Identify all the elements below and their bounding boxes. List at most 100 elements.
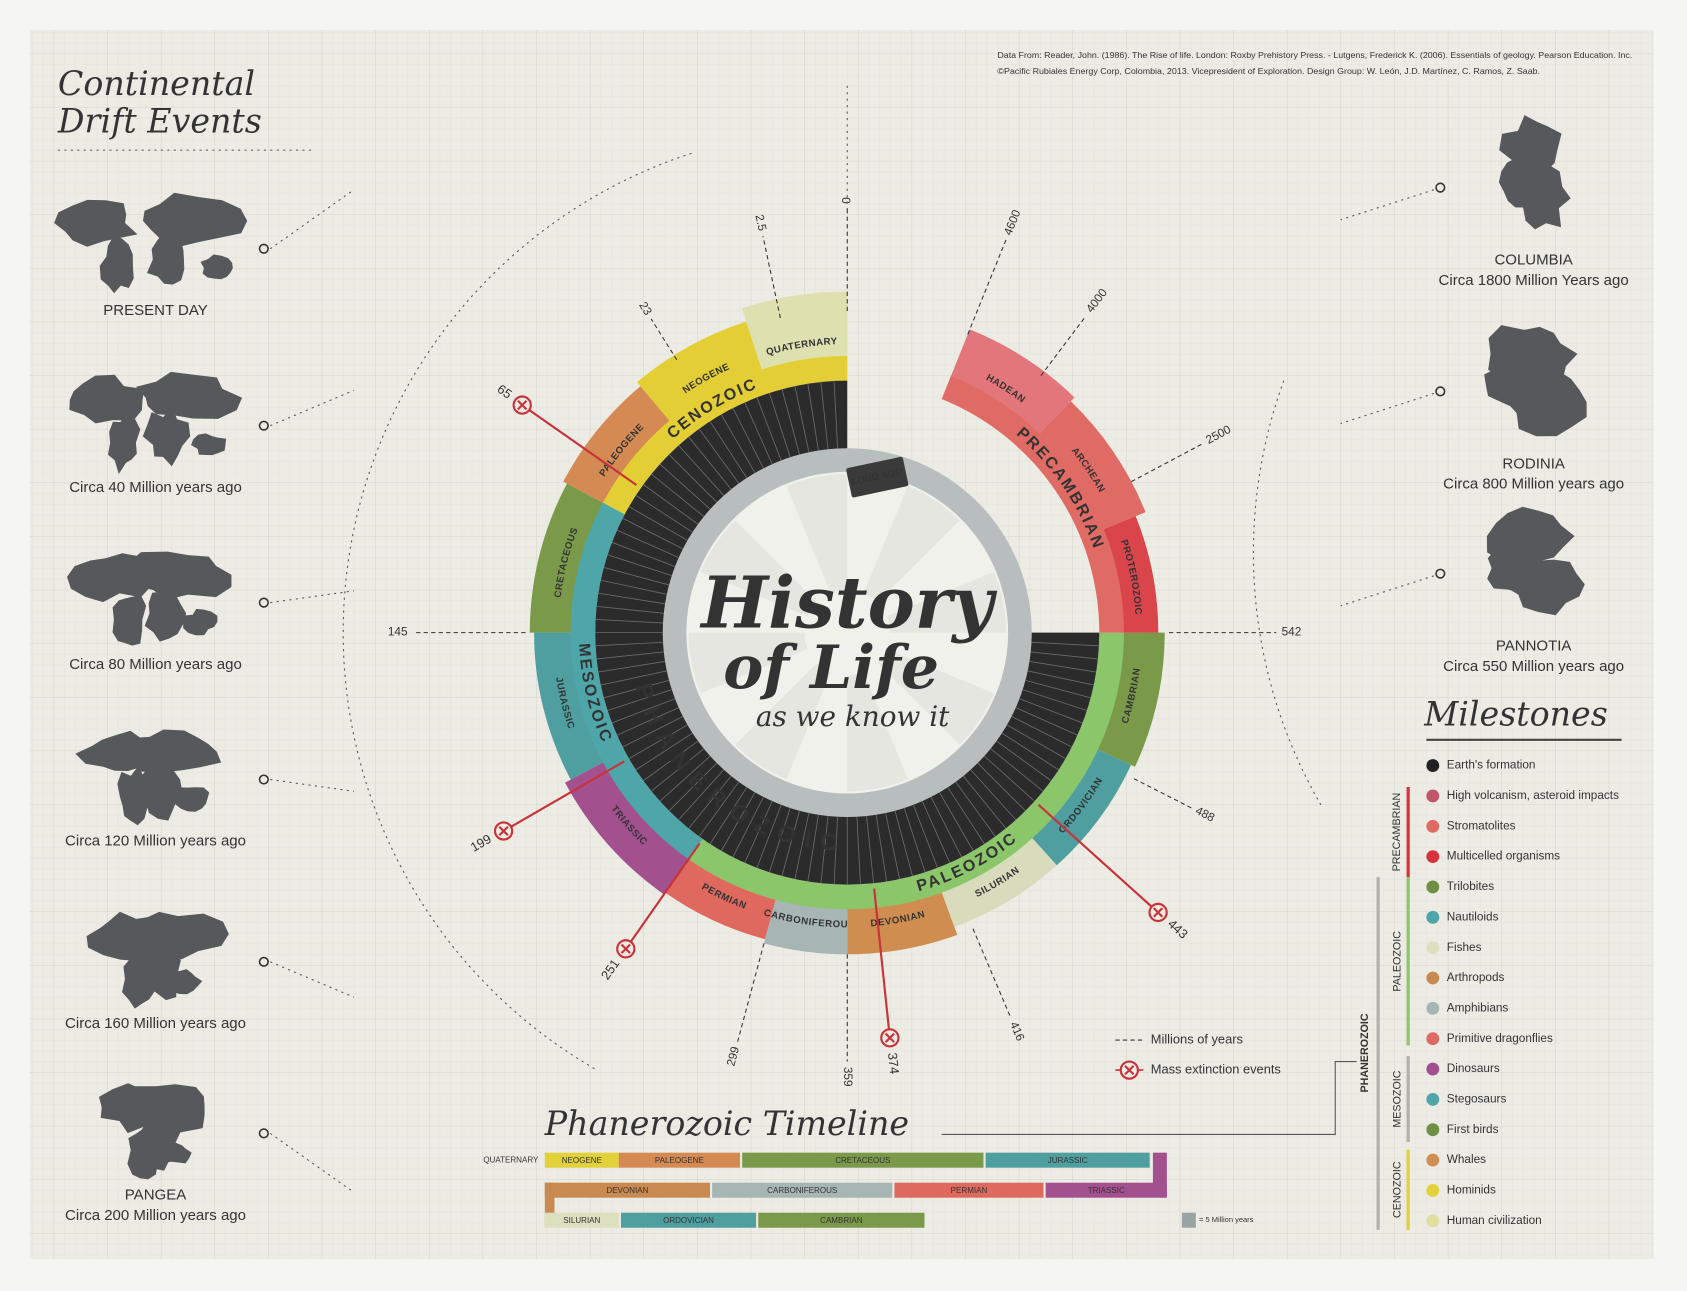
group-label: PHANEROZOIC — [1359, 1013, 1371, 1092]
timeline-label: ORDOVICIAN — [663, 1216, 714, 1225]
bar-divider — [963, 775, 1007, 829]
timeline-segment — [1045, 1182, 1167, 1198]
map-pin — [1435, 182, 1446, 193]
timeline-label: PERMIAN — [951, 1186, 988, 1195]
milestone-dot — [1426, 1032, 1440, 1046]
connector — [941, 1061, 1357, 1135]
continent-shape — [99, 235, 134, 294]
continent-shape — [109, 911, 229, 962]
continent-shape — [107, 412, 141, 475]
bar-divider — [875, 814, 888, 882]
bar-divider — [622, 715, 684, 748]
bar-divider — [607, 554, 672, 577]
timeline-label: TRIASSIC — [1088, 1186, 1125, 1195]
map-pin — [258, 597, 269, 608]
bar-divider — [635, 495, 693, 533]
continent-shape — [167, 969, 203, 995]
tick-line — [1131, 443, 1203, 483]
continent-shape — [127, 551, 232, 600]
map-connector — [269, 189, 355, 250]
map-connector — [270, 389, 355, 427]
bar-divider — [866, 816, 875, 884]
extinction-marker — [620, 943, 631, 954]
tick-label: 299 — [724, 1045, 742, 1067]
milestone-dot — [1426, 1001, 1440, 1015]
map-pin — [258, 243, 269, 254]
period-wedge — [529, 483, 606, 633]
bar-divider — [756, 804, 782, 869]
tick-line — [1133, 778, 1192, 809]
bar-divider — [688, 436, 732, 490]
milestone-label: Fishes — [1447, 941, 1482, 954]
bar-divider — [1001, 732, 1059, 771]
timeline-label: CARBONIFEROUS — [767, 1186, 837, 1195]
continent-shape — [112, 594, 147, 646]
bar-divider — [603, 567, 670, 586]
map-pin — [1435, 568, 1446, 579]
extinction-line — [521, 404, 638, 486]
period-wedge — [1030, 748, 1132, 866]
bar-divider — [996, 740, 1052, 782]
continent-shape — [200, 254, 233, 280]
section-title: Continental — [58, 64, 255, 103]
continent-shape — [121, 1084, 205, 1134]
timeline-connector — [544, 1182, 555, 1227]
group-label: PALEOZOIC — [1391, 931, 1403, 992]
drift-arc — [342, 152, 692, 1070]
map-pin — [258, 420, 269, 431]
supercontinent-label: Circa 550 Million years ago — [1443, 658, 1624, 675]
bar-divider — [744, 800, 773, 864]
milestone-dot — [1426, 759, 1440, 773]
bar-divider — [930, 796, 963, 858]
milestone-label: First birds — [1447, 1123, 1499, 1136]
bar-divider — [688, 775, 732, 829]
milestone-label: Human civilization — [1447, 1214, 1542, 1227]
map-pin — [258, 956, 269, 967]
milestone-dot — [1426, 880, 1440, 894]
scale-swatch — [1181, 1212, 1196, 1228]
era-band — [688, 632, 1124, 910]
bar-divider — [1029, 661, 1097, 673]
timeline-segment — [620, 1212, 757, 1228]
credits-line: ©Pacific Rubiales Energy Corp, Colombia,… — [997, 66, 1540, 76]
credits-line: Data From: Reader, John. (1986). The Ris… — [997, 50, 1632, 60]
milestone-dot — [1426, 1062, 1440, 1076]
timeline-segment — [894, 1182, 1044, 1198]
bar-divider — [596, 651, 664, 660]
continent-shape — [117, 766, 154, 826]
supercontinent-name: PANNOTIA — [1496, 638, 1572, 655]
timeline-segment — [712, 1182, 893, 1198]
inner-pattern — [735, 662, 831, 780]
extinction-line — [1037, 804, 1159, 914]
extinction-marker — [1153, 907, 1164, 918]
group-label: PRECAMBRIAN — [1391, 793, 1403, 872]
era-band — [570, 502, 703, 860]
map-label: PRESENT DAY — [103, 302, 207, 319]
legend-label: Mass extinction events — [1151, 1062, 1281, 1077]
inner-pattern — [688, 632, 808, 694]
map-connector — [270, 590, 354, 604]
bar-divider — [1022, 689, 1088, 711]
map-label: Circa 40 Million years ago — [69, 479, 242, 496]
bar-divider — [921, 800, 951, 864]
milestone-dot — [1426, 941, 1440, 955]
bar-divider — [1025, 679, 1091, 699]
scale-note: = 5 Million years — [1199, 1215, 1254, 1224]
bar-divider — [611, 698, 676, 724]
period-wedge — [949, 329, 1075, 436]
bar-divider — [659, 463, 711, 510]
milestone-label: Stegosaurs — [1447, 1092, 1507, 1105]
timeline-label: CRETACEOUS — [835, 1156, 890, 1165]
bar-divider — [794, 386, 810, 453]
milestone-label: Dinosaurs — [1447, 1062, 1500, 1075]
tick-label: 23 — [636, 300, 654, 318]
timeline-segment — [544, 1152, 619, 1168]
bar-divider — [651, 748, 705, 792]
bar-divider — [595, 619, 664, 624]
milestone-dot — [1426, 789, 1440, 803]
era-band — [602, 355, 848, 515]
bar-divider — [1015, 707, 1078, 736]
extinction-line — [873, 888, 891, 1038]
bar-divider — [643, 484, 699, 525]
